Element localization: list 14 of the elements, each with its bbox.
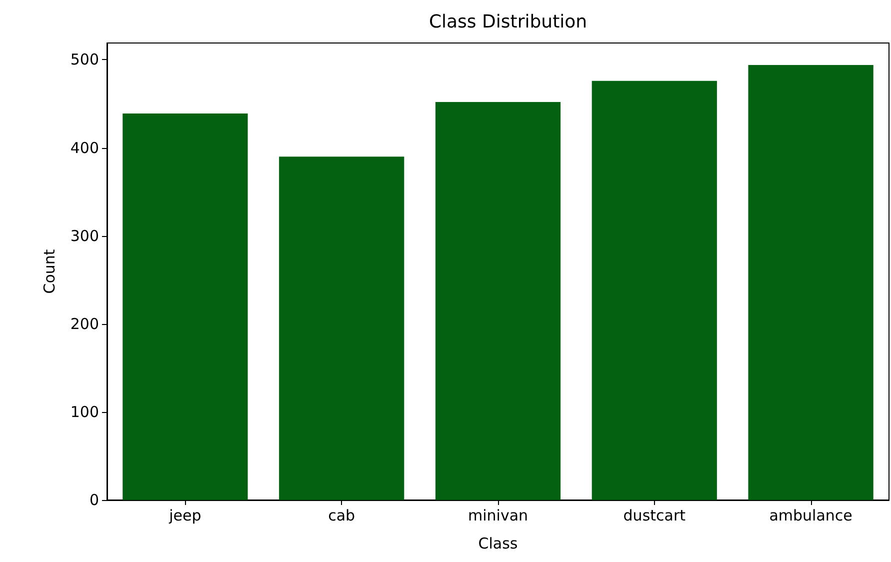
y-tick-label: 100 <box>70 402 99 421</box>
x-tick-label: minivan <box>468 506 528 524</box>
x-tick-label: dustcart <box>623 506 686 524</box>
x-axis-title: Class <box>478 534 518 552</box>
y-axis-title: Count <box>40 249 58 294</box>
y-tick-label: 0 <box>89 491 99 509</box>
x-tick-label: ambulance <box>769 506 852 524</box>
y-tick-label: 400 <box>70 138 99 157</box>
y-tick-label: 500 <box>70 50 99 69</box>
x-tick-label: jeep <box>168 506 202 524</box>
y-tick-label: 200 <box>70 314 99 333</box>
chart-title: Class Distribution <box>428 12 588 32</box>
y-tick-label: 300 <box>70 226 99 245</box>
x-tick-label: cab <box>328 506 356 524</box>
